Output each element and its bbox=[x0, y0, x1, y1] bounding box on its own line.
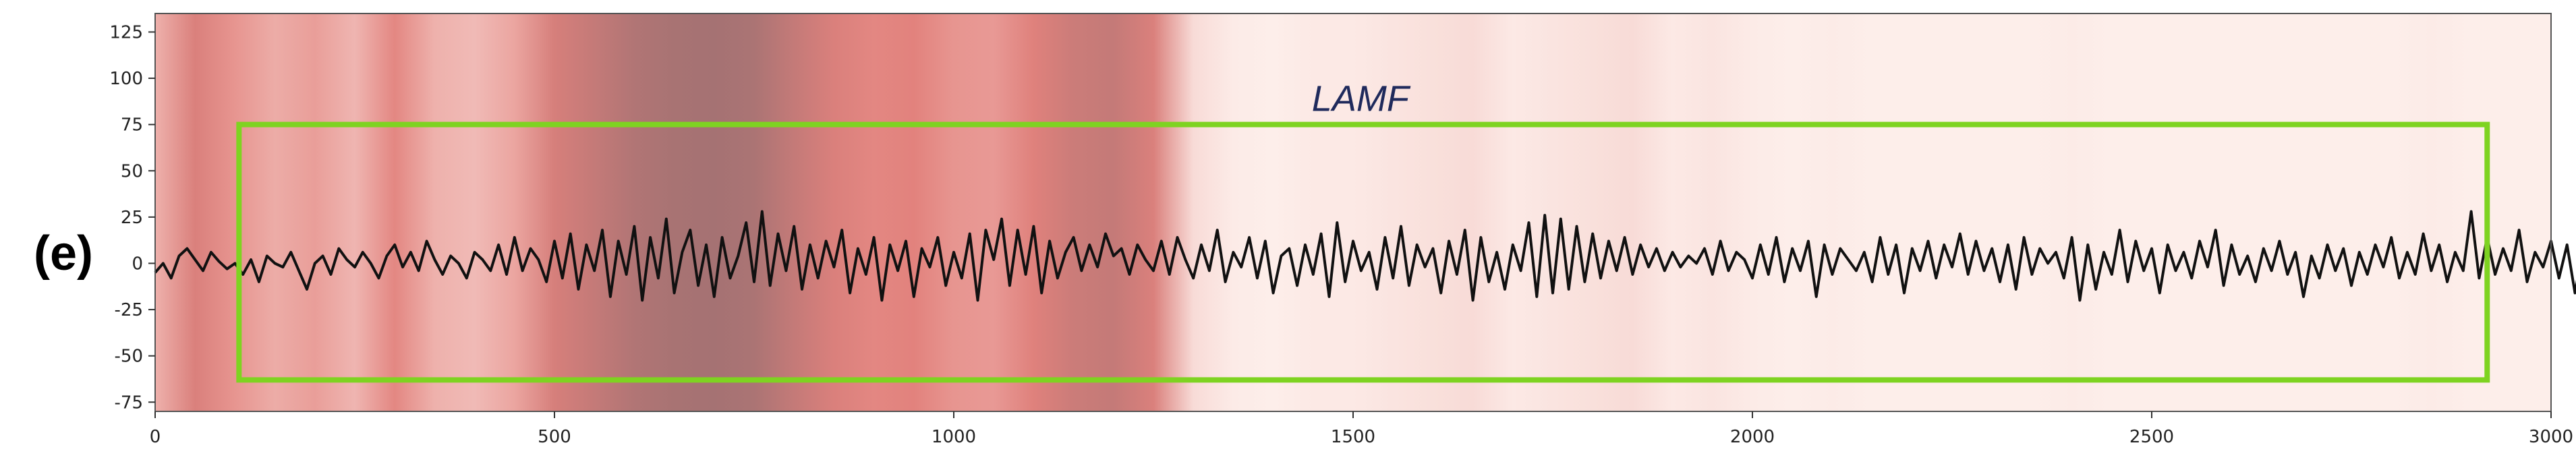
x-axis: 0 500 1000 1500 2000 2500 3000 bbox=[150, 411, 2573, 447]
annotation-group: LAMF bbox=[236, 79, 2490, 383]
y-tick-label: 100 bbox=[109, 69, 143, 89]
y-tick-label: 0 bbox=[132, 254, 143, 274]
y-tick-label: -50 bbox=[115, 347, 143, 367]
y-tick-label: -25 bbox=[115, 300, 143, 320]
lamf-box bbox=[236, 121, 2490, 383]
x-tick-label: 1500 bbox=[1331, 427, 1375, 447]
y-tick-label: 125 bbox=[109, 22, 143, 42]
x-tick-label: 2500 bbox=[2129, 427, 2174, 447]
series-group bbox=[154, 210, 2576, 302]
signal-line-0 bbox=[154, 210, 2576, 302]
y-tick-label: 50 bbox=[121, 161, 143, 181]
plot-area bbox=[154, 13, 2576, 412]
x-tick-label: 2000 bbox=[1730, 427, 1775, 447]
y-tick-label: 25 bbox=[121, 208, 143, 228]
x-tick-label: 500 bbox=[538, 427, 571, 447]
x-tick-label: 3000 bbox=[2529, 427, 2573, 447]
y-tick-label: 75 bbox=[121, 115, 143, 136]
y-axis: -75 -50 -25 0 25 50 75 100 125 bbox=[109, 22, 155, 413]
heatmap-background bbox=[155, 13, 2551, 411]
x-tick-label: 1000 bbox=[932, 427, 976, 447]
lamf-label: LAMF bbox=[1312, 79, 1411, 119]
y-tick-label: -75 bbox=[115, 393, 143, 413]
panel-label: (e) bbox=[34, 227, 93, 281]
x-tick-label: 0 bbox=[150, 427, 161, 447]
